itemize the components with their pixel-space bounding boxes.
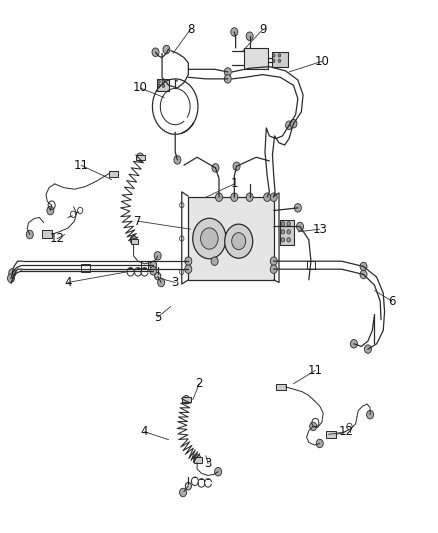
- Circle shape: [316, 439, 323, 448]
- Circle shape: [158, 278, 165, 287]
- Bar: [182, 397, 191, 402]
- Circle shape: [174, 156, 181, 164]
- Circle shape: [194, 454, 201, 463]
- Bar: [131, 239, 138, 244]
- Circle shape: [287, 230, 290, 234]
- Bar: [307, 261, 315, 269]
- Circle shape: [281, 238, 285, 242]
- Circle shape: [360, 262, 367, 271]
- Circle shape: [225, 224, 253, 258]
- Circle shape: [287, 238, 290, 242]
- Bar: [157, 79, 169, 91]
- Bar: [141, 261, 148, 269]
- Circle shape: [180, 488, 187, 497]
- Circle shape: [270, 265, 277, 273]
- Circle shape: [137, 153, 144, 161]
- Bar: [194, 457, 202, 463]
- Circle shape: [232, 232, 246, 249]
- Circle shape: [193, 219, 226, 259]
- Circle shape: [264, 193, 271, 201]
- Text: 11: 11: [74, 159, 88, 172]
- Text: 6: 6: [388, 295, 396, 308]
- Circle shape: [201, 228, 218, 249]
- Bar: [276, 384, 286, 390]
- Circle shape: [286, 121, 293, 130]
- Circle shape: [246, 193, 253, 201]
- Circle shape: [185, 482, 191, 490]
- Circle shape: [185, 257, 192, 265]
- Circle shape: [47, 206, 54, 215]
- Text: 5: 5: [154, 311, 161, 324]
- Bar: [272, 52, 288, 67]
- Bar: [326, 431, 336, 438]
- Circle shape: [152, 48, 159, 56]
- Text: 12: 12: [49, 232, 64, 245]
- Circle shape: [150, 261, 157, 270]
- Text: 13: 13: [312, 223, 327, 236]
- Circle shape: [155, 272, 161, 280]
- Bar: [188, 197, 274, 280]
- Circle shape: [215, 193, 223, 201]
- Circle shape: [272, 59, 275, 62]
- Bar: [81, 264, 90, 272]
- Circle shape: [231, 28, 238, 36]
- Circle shape: [350, 340, 357, 348]
- Circle shape: [215, 467, 222, 476]
- Text: 10: 10: [133, 82, 148, 94]
- Circle shape: [297, 222, 304, 231]
- Bar: [280, 220, 294, 245]
- Bar: [136, 155, 145, 160]
- Circle shape: [281, 222, 285, 226]
- Text: 2: 2: [195, 377, 203, 390]
- Circle shape: [162, 80, 165, 83]
- Circle shape: [162, 84, 165, 87]
- Circle shape: [233, 162, 240, 171]
- Circle shape: [158, 84, 160, 87]
- Circle shape: [360, 270, 367, 279]
- Circle shape: [364, 345, 371, 353]
- Text: 11: 11: [308, 364, 323, 377]
- Circle shape: [130, 236, 137, 244]
- Text: 4: 4: [141, 425, 148, 438]
- Text: 3: 3: [172, 276, 179, 289]
- Text: 4: 4: [64, 276, 72, 289]
- Circle shape: [224, 75, 231, 83]
- Bar: [42, 230, 52, 238]
- Text: 1: 1: [230, 177, 238, 190]
- Bar: [109, 171, 118, 177]
- Circle shape: [224, 68, 231, 76]
- Circle shape: [185, 265, 192, 273]
- Circle shape: [310, 422, 317, 431]
- Circle shape: [290, 119, 297, 128]
- Circle shape: [163, 45, 170, 54]
- Circle shape: [231, 193, 238, 201]
- Text: 3: 3: [205, 457, 212, 470]
- Circle shape: [270, 193, 277, 201]
- Text: 7: 7: [134, 215, 142, 228]
- Text: 9: 9: [259, 23, 267, 36]
- Circle shape: [281, 230, 285, 234]
- Circle shape: [270, 257, 277, 265]
- Circle shape: [294, 204, 301, 212]
- Circle shape: [9, 269, 16, 277]
- Circle shape: [150, 266, 157, 275]
- Circle shape: [154, 252, 161, 260]
- Circle shape: [7, 274, 14, 282]
- Circle shape: [367, 410, 374, 419]
- Circle shape: [246, 32, 253, 41]
- Circle shape: [158, 80, 160, 83]
- Circle shape: [287, 222, 290, 226]
- Circle shape: [278, 59, 281, 62]
- Circle shape: [278, 54, 281, 57]
- Circle shape: [272, 54, 275, 57]
- Text: 10: 10: [314, 55, 329, 68]
- Circle shape: [212, 164, 219, 172]
- Text: 12: 12: [339, 425, 353, 438]
- Bar: [244, 48, 268, 69]
- Circle shape: [26, 230, 33, 239]
- Circle shape: [211, 257, 218, 265]
- Circle shape: [183, 395, 190, 404]
- Text: 8: 8: [187, 23, 194, 36]
